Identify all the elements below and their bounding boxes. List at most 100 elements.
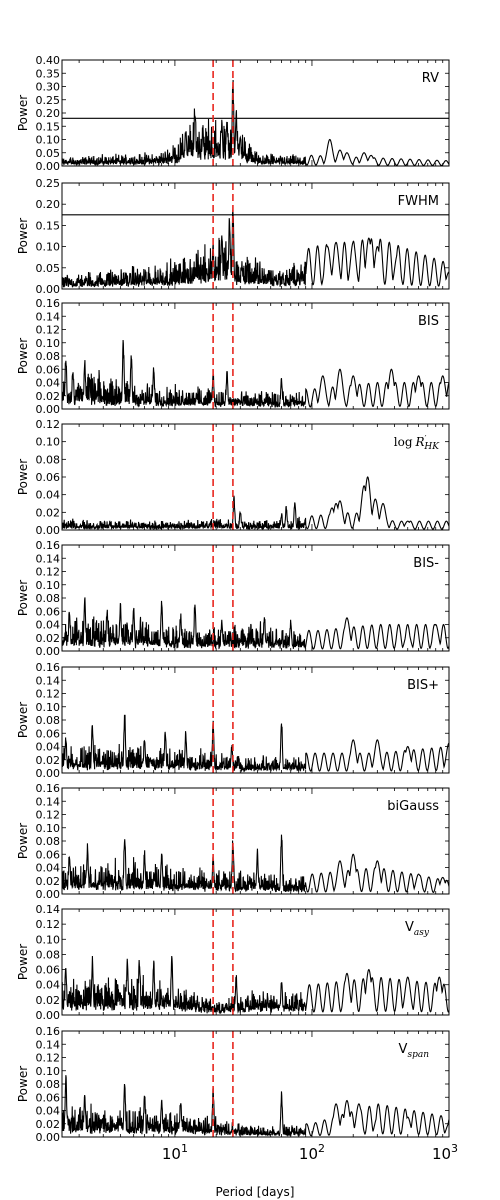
x-tick-label: 103 — [432, 1142, 458, 1163]
panel-label: FWHM — [398, 194, 439, 209]
y-axis-label: Power — [16, 459, 30, 495]
panel-1: 0.00 0.05 0.10 0.15 0.20 0.25 Power FWHM — [16, 177, 450, 296]
y-tick-label: 0.00 — [36, 888, 61, 901]
y-tick-label: 0.06 — [36, 964, 61, 977]
y-tick-label: 0.04 — [36, 377, 61, 390]
y-tick-label: 0.10 — [36, 822, 61, 835]
panel-label: BIS+ — [407, 678, 439, 693]
y-axis-label: Power — [16, 95, 30, 131]
panel-label: log R′ HK — [394, 434, 440, 452]
y-tick-label: 0.06 — [36, 605, 61, 618]
y-tick-label: 0.00 — [36, 403, 61, 416]
y-tick-label: 0.00 — [36, 160, 61, 173]
y-axis-label: Power — [16, 702, 30, 738]
y-tick-label: 0.12 — [36, 688, 61, 701]
y-tick-label: 0.10 — [36, 1065, 61, 1078]
y-axis-label: Power — [16, 218, 30, 254]
panel-frame — [61, 666, 450, 774]
y-tick-label: 0.16 — [36, 297, 61, 310]
series-line — [62, 597, 449, 650]
panel-4: 0.000.020.040.060.080.100.120.140.16 Powe… — [16, 539, 450, 658]
y-axis-label: Power — [16, 580, 30, 616]
y-axis-label: Power — [16, 944, 30, 980]
series-line — [62, 834, 449, 893]
panel-label: biGauss — [387, 799, 439, 814]
series-line — [62, 209, 449, 288]
panel-0: 0.000.050.100.150.200.250.300.350.40 Powe… — [16, 54, 450, 173]
series-line — [62, 80, 449, 166]
y-tick-label: 0.08 — [36, 592, 61, 605]
y-tick-label: 0.35 — [36, 67, 61, 80]
y-tick-label: 0.20 — [36, 107, 61, 120]
y-tick-label: 0.02 — [36, 754, 61, 767]
y-tick-label: 0.00 — [36, 524, 61, 537]
y-tick-label: 0.10 — [36, 241, 61, 254]
y-tick-label: 0.06 — [36, 363, 61, 376]
panel-frame — [61, 423, 450, 531]
panel-frame — [61, 908, 450, 1016]
y-tick-label: 0.20 — [36, 198, 61, 211]
y-tick-label: 0.04 — [36, 862, 61, 875]
series-line — [62, 1075, 449, 1137]
panel-label: BIS- — [413, 556, 439, 571]
y-tick-label: 0.08 — [36, 948, 61, 961]
y-tick-label: 0.25 — [36, 177, 61, 190]
panel-label: Vasy — [405, 920, 430, 938]
y-tick-label: 0.00 — [36, 1009, 61, 1022]
y-tick-label: 0.02 — [36, 994, 61, 1007]
y-tick-label: 0.14 — [36, 310, 61, 323]
series-line — [62, 955, 449, 1014]
x-tick-label: 102 — [299, 1142, 325, 1163]
y-tick-label: 0.16 — [36, 539, 61, 552]
y-tick-label: 0.02 — [36, 632, 61, 645]
y-tick-label: 0.08 — [36, 835, 61, 848]
y-tick-label: 0.02 — [36, 506, 61, 519]
y-tick-label: 0.12 — [36, 566, 61, 579]
y-tick-label: 0.06 — [36, 1091, 61, 1104]
y-tick-label: 0.15 — [36, 219, 61, 232]
y-tick-label: 0.04 — [36, 489, 61, 502]
y-tick-label: 0.05 — [36, 262, 61, 275]
y-tick-label: 0.14 — [36, 552, 61, 565]
y-tick-label: 0.12 — [36, 918, 61, 931]
y-tick-label: 0.04 — [36, 1105, 61, 1118]
y-tick-label: 0.08 — [36, 714, 61, 727]
y-tick-label: 0.12 — [36, 809, 61, 822]
y-tick-label: 0.40 — [36, 54, 61, 67]
y-tick-label: 0.00 — [36, 767, 61, 780]
x-axis: Period [days] 101 102 103 — [162, 1142, 458, 1199]
y-tick-label: 0.06 — [36, 848, 61, 861]
y-tick-label: 0.14 — [36, 795, 61, 808]
y-tick-label: 0.04 — [36, 741, 61, 754]
y-axis-label: Power — [16, 1066, 30, 1102]
y-tick-label: 0.00 — [36, 1131, 61, 1144]
series-line — [62, 714, 449, 773]
y-tick-label: 0.02 — [36, 875, 61, 888]
panel-7: 0.00 0.02 0.04 0.06 0.08 0.10 0.12 0.14 Power Vas… — [16, 903, 450, 1022]
y-tick-label: 0.08 — [36, 453, 61, 466]
panel-label: BIS — [418, 314, 439, 329]
panel-frame — [61, 59, 450, 167]
y-tick-label: 0.12 — [36, 1052, 61, 1065]
y-tick-label: 0.16 — [36, 782, 61, 795]
y-tick-label: 0.00 — [36, 645, 61, 658]
y-tick-label: 0.04 — [36, 979, 61, 992]
panel-label: Vspan — [399, 1042, 430, 1060]
y-tick-label: 0.00 — [36, 283, 61, 296]
y-tick-label: 0.30 — [36, 81, 61, 94]
y-tick-label: 0.04 — [36, 619, 61, 632]
y-tick-label: 0.10 — [36, 701, 61, 714]
y-tick-label: 0.05 — [36, 147, 61, 160]
y-axis-label: Power — [16, 338, 30, 374]
y-tick-label: 0.06 — [36, 727, 61, 740]
panel-frame — [61, 182, 450, 290]
panel-8: 0.000.020.040.060.080.100.120.140.16 Powe… — [16, 1025, 450, 1144]
y-tick-label: 0.10 — [36, 134, 61, 147]
y-tick-label: 0.06 — [36, 471, 61, 484]
series-line — [62, 476, 449, 530]
y-tick-label: 0.10 — [36, 337, 61, 350]
y-tick-label: 0.08 — [36, 1078, 61, 1091]
y-tick-label: 0.12 — [36, 324, 61, 337]
series-line — [62, 339, 449, 409]
